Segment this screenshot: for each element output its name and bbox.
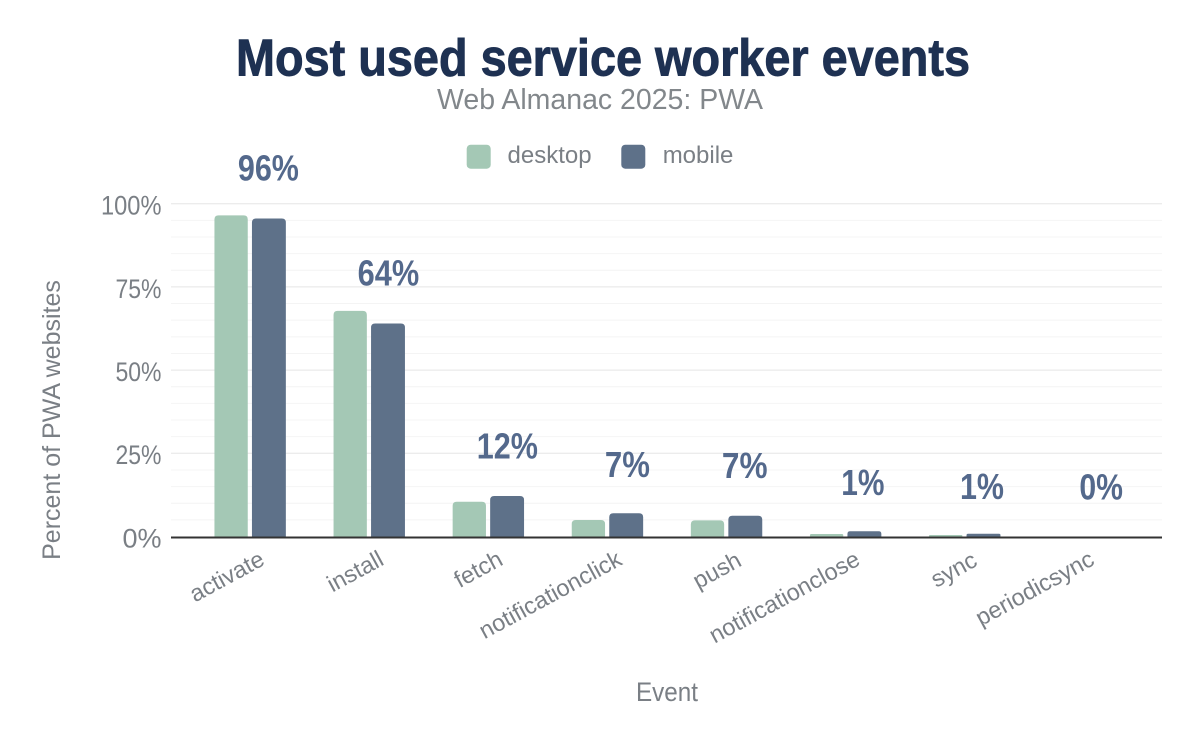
svg-text:1%: 1% [960, 466, 1004, 507]
svg-text:25%: 25% [116, 440, 162, 470]
svg-text:0%: 0% [1079, 466, 1123, 507]
svg-text:96%: 96% [238, 148, 299, 189]
svg-text:100%: 100% [101, 191, 162, 221]
svg-text:50%: 50% [116, 357, 162, 387]
svg-text:64%: 64% [358, 253, 420, 294]
svg-text:desktop: desktop [508, 142, 592, 169]
svg-text:1%: 1% [841, 462, 884, 503]
svg-text:0%: 0% [122, 523, 161, 553]
svg-text:Percent of PWA websites: Percent of PWA websites [38, 280, 66, 560]
svg-text:12%: 12% [477, 425, 538, 466]
svg-text:Web Almanac 2025: PWA: Web Almanac 2025: PWA [437, 84, 764, 116]
svg-text:Most used service worker event: Most used service worker events [236, 30, 970, 88]
svg-text:Event: Event [636, 677, 698, 707]
svg-text:7%: 7% [605, 444, 650, 485]
svg-text:mobile: mobile [663, 142, 734, 169]
svg-text:7%: 7% [722, 445, 768, 486]
svg-text:75%: 75% [116, 274, 162, 304]
